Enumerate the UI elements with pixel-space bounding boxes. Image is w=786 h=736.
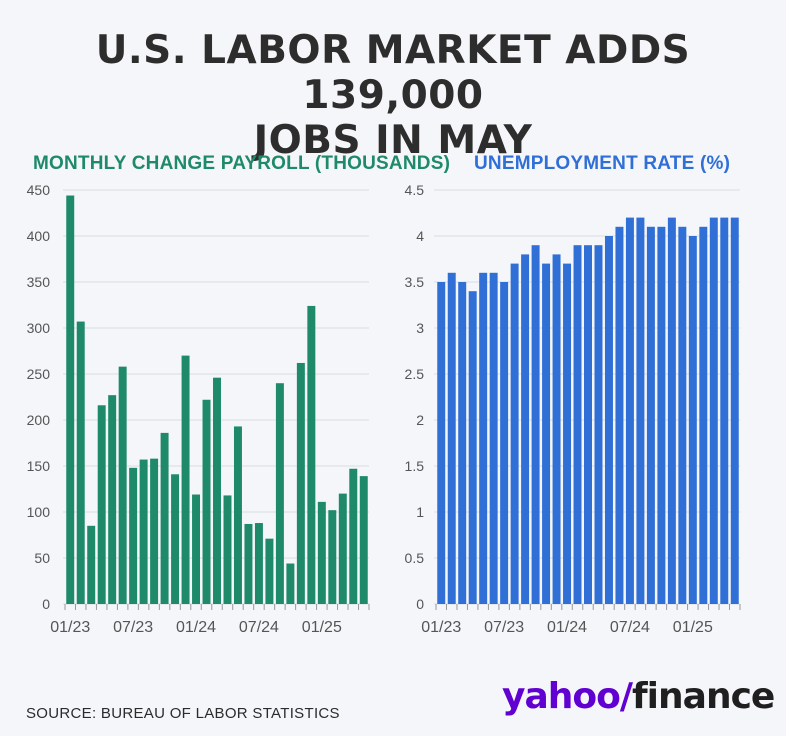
x-tick-label: 01/24 [176, 619, 216, 636]
bar [118, 366, 127, 604]
bar [254, 523, 263, 604]
y-tick-label: 350 [27, 274, 51, 290]
bar [521, 254, 530, 604]
bar [563, 263, 572, 604]
bar [625, 217, 634, 604]
y-tick-label: 1.5 [405, 458, 425, 474]
bar [709, 217, 718, 604]
bar [688, 236, 697, 604]
bar [699, 226, 708, 605]
bar [244, 523, 253, 604]
bar [542, 263, 551, 604]
payroll-chart-title: MONTHLY CHANGE PAYROLL (THOUSANDS) [33, 153, 451, 174]
bar [636, 217, 645, 604]
y-tick-label: 200 [27, 412, 51, 428]
bar [129, 467, 138, 604]
bar [447, 272, 456, 604]
x-tick-label: 01/25 [673, 619, 713, 636]
bar [317, 501, 326, 604]
unemployment-chart-title: UNEMPLOYMENT RATE (%) [474, 153, 731, 174]
x-tick-label: 01/25 [302, 619, 342, 636]
bar [437, 282, 446, 604]
bar [531, 245, 540, 604]
page-title: U.S. LABOR MARKET ADDS 139,000 JOBS IN M… [0, 28, 786, 163]
y-tick-label: 4 [416, 228, 424, 244]
x-tick-label: 01/23 [50, 619, 90, 636]
bar [265, 538, 274, 604]
y-tick-label: 2 [416, 412, 424, 428]
y-tick-label: 1 [416, 504, 424, 520]
bar [500, 282, 509, 604]
y-tick-label: 4.5 [405, 182, 425, 198]
bar [87, 525, 96, 604]
y-tick-label: 100 [27, 504, 51, 520]
bar [97, 405, 106, 604]
bar [202, 399, 211, 604]
bar [468, 291, 477, 604]
y-tick-label: 450 [27, 182, 51, 198]
y-tick-label: 3.5 [405, 274, 425, 290]
bar [66, 195, 75, 604]
bar [489, 272, 498, 604]
bar [552, 254, 561, 604]
yahoo-finance-logo: yahoo/finance [502, 676, 775, 717]
x-tick-label: 01/23 [421, 619, 461, 636]
title-line-1: U.S. LABOR MARKET ADDS 139,000 [95, 28, 691, 118]
title-line-2: JOBS IN MAY [253, 118, 533, 163]
bar [233, 426, 242, 604]
bar [573, 245, 582, 604]
y-tick-label: 2.5 [405, 366, 425, 382]
y-tick-label: 0 [42, 596, 50, 612]
bar [510, 263, 519, 604]
bar [338, 493, 347, 604]
bar [181, 355, 190, 604]
x-tick-label: 07/24 [610, 619, 650, 636]
bar [615, 226, 624, 605]
bar [678, 226, 687, 605]
y-tick-label: 300 [27, 320, 51, 336]
bar [479, 272, 488, 604]
bar [150, 458, 159, 604]
x-tick-label: 07/24 [239, 619, 279, 636]
bar [584, 245, 592, 604]
source-note: SOURCE: BUREAU OF LABOR STATISTICS [26, 705, 340, 722]
y-tick-label: 0.5 [405, 550, 425, 566]
bar [108, 395, 117, 604]
bar [720, 217, 729, 604]
bar [349, 468, 358, 604]
y-tick-label: 400 [27, 228, 51, 244]
bar [275, 383, 284, 604]
y-tick-label: 0 [416, 596, 424, 612]
x-tick-label: 07/23 [113, 619, 153, 636]
x-tick-label: 01/24 [547, 619, 587, 636]
y-tick-label: 3 [416, 320, 424, 336]
x-tick-label: 07/23 [484, 619, 524, 636]
bar [286, 563, 295, 604]
bar [213, 377, 221, 604]
bar [139, 459, 148, 604]
bar [359, 476, 368, 604]
bar [594, 245, 603, 604]
y-tick-label: 50 [34, 550, 50, 566]
bar [657, 226, 666, 605]
bar [192, 494, 201, 604]
y-tick-label: 250 [27, 366, 51, 382]
y-tick-label: 150 [27, 458, 51, 474]
bar [604, 236, 613, 604]
bar [171, 474, 180, 604]
bar [307, 305, 316, 604]
bar [458, 282, 467, 604]
bar [646, 226, 655, 605]
bar [328, 510, 337, 604]
bar [667, 217, 676, 604]
bar [160, 432, 169, 604]
bar [730, 217, 739, 604]
bar [296, 362, 305, 604]
bar [223, 495, 232, 604]
bar [76, 321, 85, 604]
